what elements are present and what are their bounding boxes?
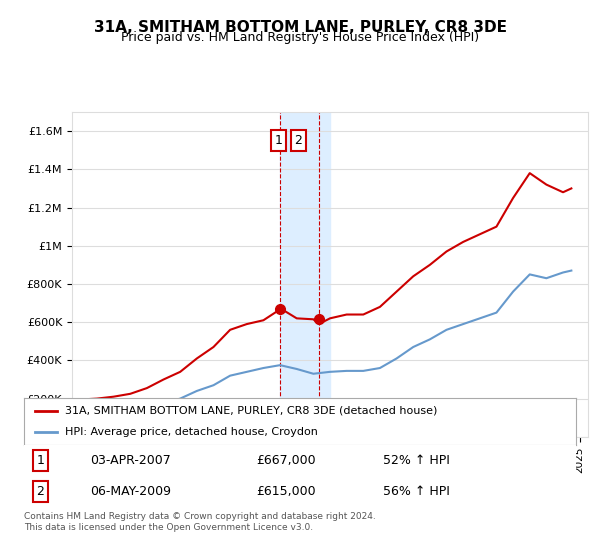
Text: 03-APR-2007: 03-APR-2007	[90, 454, 171, 467]
Text: 52% ↑ HPI: 52% ↑ HPI	[383, 454, 449, 467]
Text: 2: 2	[295, 134, 302, 147]
Bar	[280, 112, 330, 437]
Text: 2: 2	[37, 485, 44, 498]
Text: 31A, SMITHAM BOTTOM LANE, PURLEY, CR8 3DE: 31A, SMITHAM BOTTOM LANE, PURLEY, CR8 3D…	[94, 20, 506, 35]
Text: £615,000: £615,000	[256, 485, 316, 498]
Text: 1: 1	[37, 454, 44, 467]
Text: 1: 1	[274, 134, 283, 147]
Text: 56% ↑ HPI: 56% ↑ HPI	[383, 485, 449, 498]
Text: HPI: Average price, detached house, Croydon: HPI: Average price, detached house, Croy…	[65, 427, 318, 437]
Text: 31A, SMITHAM BOTTOM LANE, PURLEY, CR8 3DE (detached house): 31A, SMITHAM BOTTOM LANE, PURLEY, CR8 3D…	[65, 406, 438, 416]
Text: £667,000: £667,000	[256, 454, 316, 467]
Text: Price paid vs. HM Land Registry's House Price Index (HPI): Price paid vs. HM Land Registry's House …	[121, 31, 479, 44]
Text: Contains HM Land Registry data © Crown copyright and database right 2024.
This d: Contains HM Land Registry data © Crown c…	[24, 512, 376, 532]
Text: 06-MAY-2009: 06-MAY-2009	[90, 485, 171, 498]
